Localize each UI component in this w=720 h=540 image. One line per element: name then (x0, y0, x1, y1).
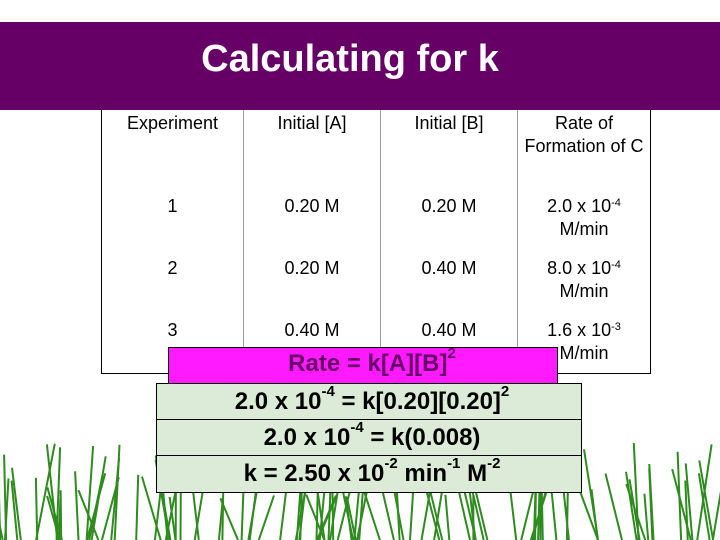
grass-blade (474, 489, 489, 540)
grass-blade (697, 473, 711, 540)
grass-blade (279, 488, 288, 540)
cell-experiment: 1 (101, 187, 244, 249)
grass-blade (628, 479, 641, 540)
grass-blade (74, 471, 80, 540)
grass-blade (168, 496, 177, 540)
grass-blade (10, 480, 19, 540)
table-row: 1 0.20 M 0.20 M 2.0 x 10-4 M/min (101, 187, 651, 249)
grass-blade (11, 467, 22, 540)
equation-box-1 (156, 383, 582, 421)
cell-rate: 1.6 x 10-3 M/min (517, 311, 651, 374)
header-initial-b: Initial [B] (380, 110, 518, 187)
grass-blade (46, 495, 61, 540)
rate-law-equation: Rate = k[A][B]2 (288, 345, 456, 377)
grass-blade (604, 473, 623, 540)
table-row: 2 0.20 M 0.40 M 8.0 x 10-4 M/min (101, 249, 651, 311)
grass-blade (0, 522, 4, 540)
header-initial-a: Initial [A] (243, 110, 381, 187)
grass-blade (684, 463, 694, 540)
grass-blade (85, 446, 95, 540)
grass-blade (643, 493, 650, 540)
simplified-equation: 2.0 x 10-4 = k(0.008) (263, 419, 481, 451)
grass-blade (88, 476, 104, 540)
grass-blade (3, 454, 8, 540)
k-result: k = 2.50 x 10-2 min-1 M-2 (243, 455, 501, 487)
grass-blade (711, 490, 720, 540)
cell-initial-a: 0.20 M (243, 187, 381, 249)
grass-blade (684, 480, 689, 540)
grass-blade (331, 490, 335, 540)
title-box (170, 22, 530, 110)
grass-blade (100, 477, 120, 540)
grass-blade (458, 491, 471, 540)
grass-blade (444, 494, 451, 540)
cell-initial-a: 0.20 M (243, 249, 381, 311)
cell-initial-b: 0.20 M (380, 187, 518, 249)
grass-blade (257, 495, 275, 540)
grass-blade (34, 477, 39, 540)
cell-initial-b: 0.40 M (380, 249, 518, 311)
grass-blade (409, 487, 415, 540)
table-header-row: Experiment Initial [A] Initial [B] Rate … (101, 110, 651, 187)
grass-blade (305, 494, 326, 540)
grass-blade (420, 491, 431, 540)
header-experiment: Experiment (101, 110, 244, 187)
grass-blade (336, 492, 351, 540)
grass-decoration (0, 441, 720, 540)
grass-blade (141, 476, 162, 540)
rate-data-table: Experiment Initial [A] Initial [B] Rate … (101, 110, 651, 374)
grass-blade (135, 474, 140, 540)
grass-blade (648, 463, 655, 540)
grass-blade (221, 485, 225, 540)
grass-blade (590, 489, 599, 540)
grass-blade (219, 497, 239, 540)
grass-blade (113, 444, 121, 540)
grass-blade (698, 460, 715, 540)
equation-box-3 (156, 455, 582, 493)
cell-experiment: 2 (101, 249, 244, 311)
grass-blade (344, 496, 353, 540)
grass-blade (671, 468, 692, 540)
cell-rate: 8.0 x 10-4 M/min (517, 249, 651, 311)
header-rate: Rate of Formation of C (517, 110, 651, 187)
grass-blade (625, 471, 638, 540)
substitution-equation: 2.0 x 10-4 = k[0.20][0.20]2 (234, 383, 510, 415)
grass-blade (676, 451, 683, 540)
slide-title: Calculating for k (201, 38, 499, 80)
cell-rate: 2.0 x 10-4 M/min (517, 187, 651, 249)
grass-blade (46, 487, 63, 540)
grass-blade (316, 495, 337, 540)
